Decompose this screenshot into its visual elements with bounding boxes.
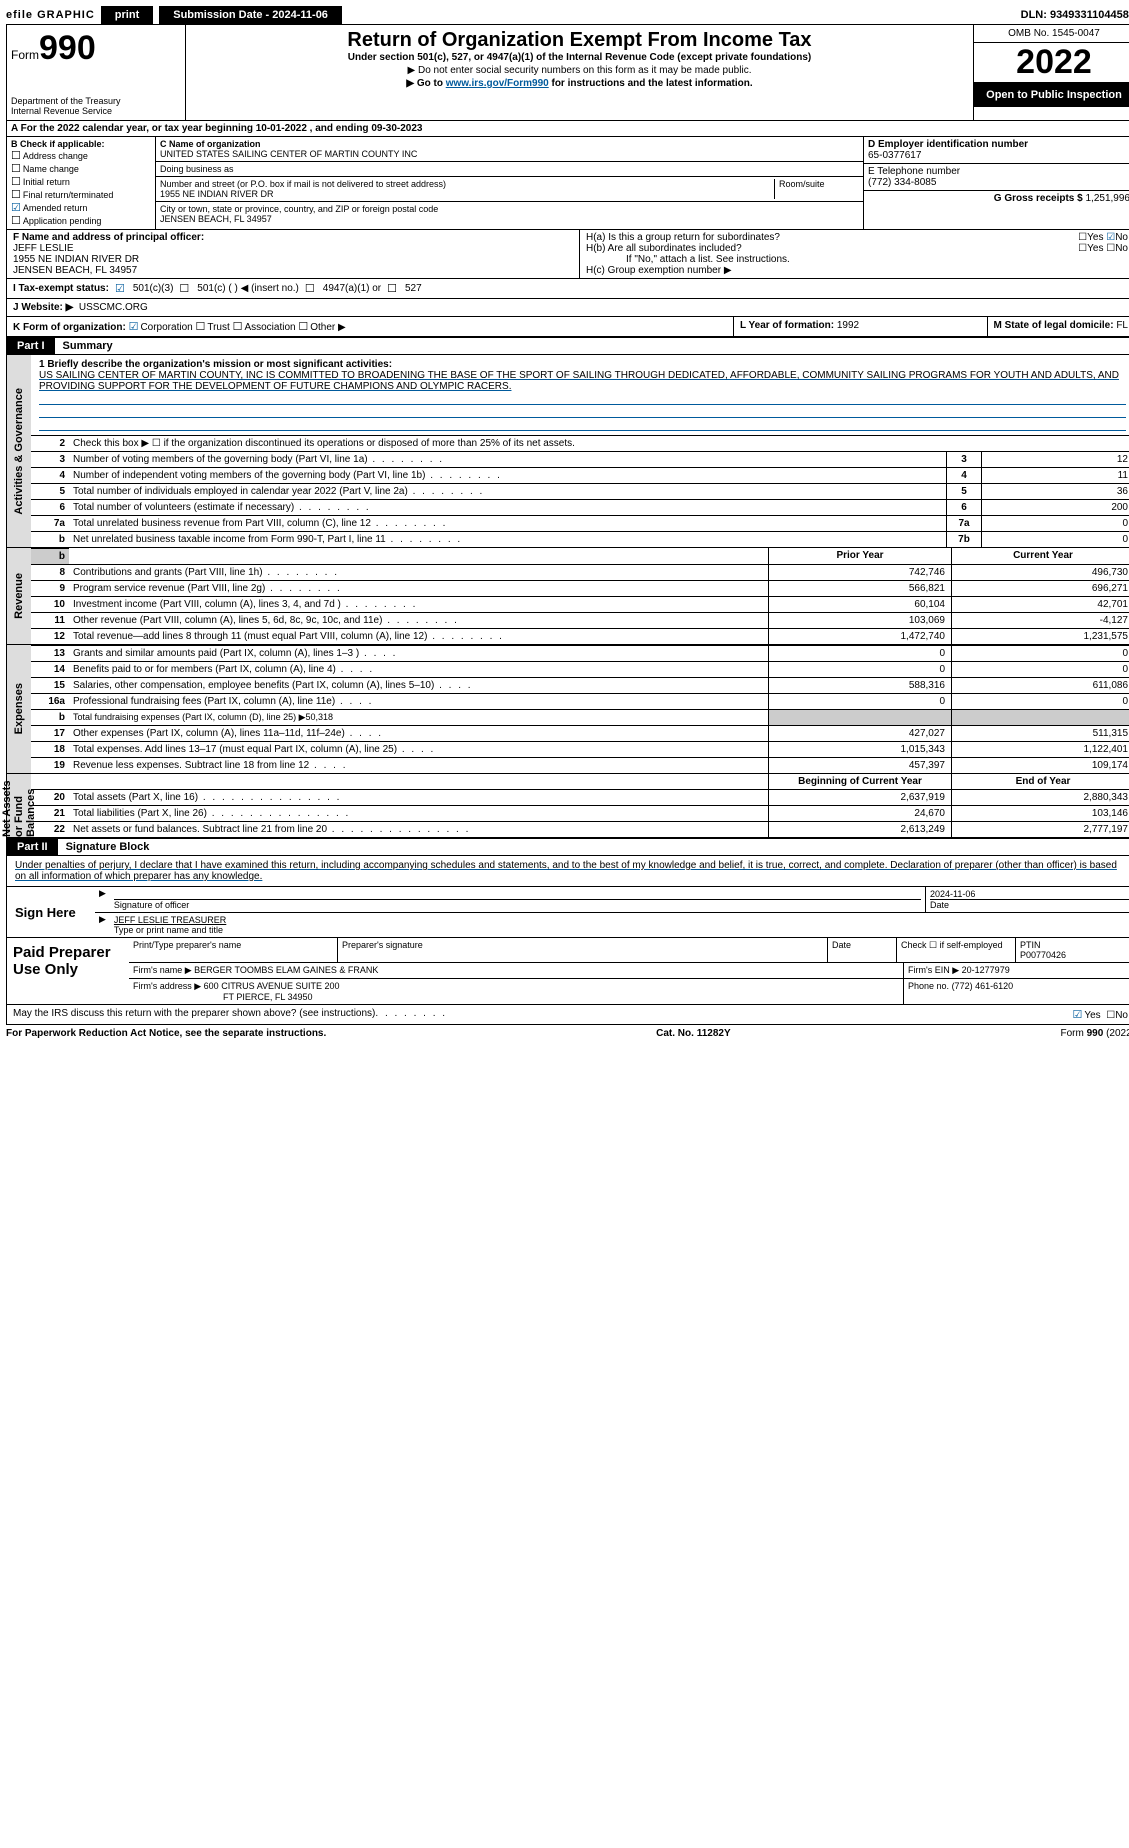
street-addr: 1955 NE INDIAN RIVER DR bbox=[160, 189, 274, 199]
submission-date: Submission Date - 2024-11-06 bbox=[159, 6, 342, 24]
dept-treasury: Department of the Treasury bbox=[11, 96, 181, 106]
state-domicile: FL bbox=[1116, 320, 1128, 331]
part1-header: Part ISummary bbox=[7, 337, 1129, 355]
footer: For Paperwork Reduction Act Notice, see … bbox=[6, 1025, 1129, 1042]
org-name: UNITED STATES SAILING CENTER OF MARTIN C… bbox=[160, 149, 417, 159]
table-row: 20 Total assets (Part X, line 16) 2,637,… bbox=[31, 789, 1129, 805]
section-fh: F Name and address of principal officer:… bbox=[7, 230, 1129, 279]
irs-label: Internal Revenue Service bbox=[11, 106, 181, 116]
open-public: Open to Public Inspection bbox=[974, 83, 1129, 107]
firm-name: BERGER TOOMBS ELAM GAINES & FRANK bbox=[194, 965, 378, 975]
firm-addr2: FT PIERCE, FL 34950 bbox=[133, 992, 313, 1002]
table-row: 19 Revenue less expenses. Subtract line … bbox=[31, 757, 1129, 773]
table-row: 6 Total number of volunteers (estimate i… bbox=[31, 499, 1129, 515]
form-subtitle: Under section 501(c), 527, or 4947(a)(1)… bbox=[194, 52, 965, 63]
table-row: 4 Number of independent voting members o… bbox=[31, 467, 1129, 483]
ssn-note: ▶ Do not enter social security numbers o… bbox=[194, 65, 965, 76]
firm-ein: 20-1277979 bbox=[962, 965, 1010, 975]
expenses-block: Expenses 13 Grants and similar amounts p… bbox=[7, 645, 1129, 774]
city-addr: JENSEN BEACH, FL 34957 bbox=[160, 214, 272, 224]
sign-date: 2024-11-06 bbox=[930, 889, 975, 899]
k-l-m-row: K Form of organization: ☑Corporation ☐Tr… bbox=[7, 317, 1129, 337]
table-row: 9 Program service revenue (Part VIII, li… bbox=[31, 580, 1129, 596]
goto-line: ▶ Go to www.irs.gov/Form990 for instruct… bbox=[194, 78, 965, 89]
table-row: 8 Contributions and grants (Part VIII, l… bbox=[31, 564, 1129, 580]
table-row: 7a Total unrelated business revenue from… bbox=[31, 515, 1129, 531]
year-formation: 1992 bbox=[837, 320, 859, 331]
arrow-icon: ▶ bbox=[95, 913, 110, 937]
tax-exempt-row: I Tax-exempt status: ☑501(c)(3) ☐501(c) … bbox=[7, 279, 1129, 299]
omb-number: OMB No. 1545-0047 bbox=[974, 25, 1129, 43]
arrow-icon: ▶ bbox=[95, 887, 110, 912]
period-line: A For the 2022 calendar year, or tax yea… bbox=[7, 121, 1129, 137]
tab-revenue: Revenue bbox=[13, 573, 25, 619]
form-number: Form990 bbox=[11, 29, 181, 68]
net-assets-block: Net Assets or Fund Balances Beginning of… bbox=[7, 774, 1129, 838]
discuss-yes-checkbox[interactable]: ☑ bbox=[1072, 1009, 1082, 1021]
form-header: Form990 Department of the Treasury Inter… bbox=[7, 25, 1129, 121]
sign-here-block: Sign Here ▶ Signature of officer 2024-11… bbox=[6, 887, 1129, 938]
table-row: 18 Total expenses. Add lines 13–17 (must… bbox=[31, 741, 1129, 757]
governance-block: Activities & Governance 1 Briefly descri… bbox=[7, 355, 1129, 548]
column-deg: D Employer identification number65-03776… bbox=[863, 137, 1129, 229]
paid-preparer-block: Paid Preparer Use Only Print/Type prepar… bbox=[6, 938, 1129, 1005]
print-button[interactable]: print bbox=[101, 6, 153, 24]
irs-link[interactable]: www.irs.gov/Form990 bbox=[446, 78, 549, 89]
table-row: 17 Other expenses (Part IX, column (A), … bbox=[31, 725, 1129, 741]
ein: 65-0377617 bbox=[868, 150, 921, 161]
table-row: b Net unrelated business taxable income … bbox=[31, 531, 1129, 547]
penalty-statement: Under penalties of perjury, I declare th… bbox=[7, 856, 1129, 886]
efile-label: efile GRAPHIC bbox=[6, 9, 95, 21]
firm-phone: (772) 461-6120 bbox=[952, 981, 1014, 991]
ptin: P00770426 bbox=[1020, 950, 1066, 960]
tax-year: 2022 bbox=[974, 43, 1129, 83]
section-bcdeg: B Check if applicable: ☐Address change ☐… bbox=[7, 137, 1129, 230]
discuss-row: May the IRS discuss this return with the… bbox=[6, 1005, 1129, 1025]
tab-governance: Activities & Governance bbox=[13, 388, 25, 515]
table-row: 16a Professional fundraising fees (Part … bbox=[31, 693, 1129, 709]
top-bar: efile GRAPHIC print Submission Date - 20… bbox=[6, 6, 1129, 24]
tab-expenses: Expenses bbox=[13, 683, 25, 734]
table-row: 5 Total number of individuals employed i… bbox=[31, 483, 1129, 499]
table-row: 13 Grants and similar amounts paid (Part… bbox=[31, 645, 1129, 661]
501c3-checkbox[interactable]: ☑ bbox=[115, 282, 125, 295]
revenue-block: Revenue b Prior Year Current Year 8 Cont… bbox=[7, 548, 1129, 645]
officer-name-title: JEFF LESLIE TREASURER bbox=[114, 915, 226, 925]
officer-name: JEFF LESLIE bbox=[13, 243, 74, 254]
form-title: Return of Organization Exempt From Incom… bbox=[194, 29, 965, 52]
table-row: 10 Investment income (Part VIII, column … bbox=[31, 596, 1129, 612]
column-c: C Name of organizationUNITED STATES SAIL… bbox=[156, 137, 863, 229]
firm-addr1: 600 CITRUS AVENUE SUITE 200 bbox=[204, 981, 340, 991]
dln-label: DLN: 93493311044584 bbox=[1021, 9, 1129, 21]
form-container: Form990 Department of the Treasury Inter… bbox=[6, 24, 1129, 887]
column-b: B Check if applicable: ☐Address change ☐… bbox=[7, 137, 156, 229]
table-row: 3 Number of voting members of the govern… bbox=[31, 451, 1129, 467]
gross-receipts: 1,251,996 bbox=[1086, 193, 1129, 204]
part2-header: Part IISignature Block bbox=[7, 838, 1129, 856]
table-row: 22 Net assets or fund balances. Subtract… bbox=[31, 821, 1129, 837]
phone: (772) 334-8085 bbox=[868, 177, 936, 188]
table-row: 11 Other revenue (Part VIII, column (A),… bbox=[31, 612, 1129, 628]
table-row: 14 Benefits paid to or for members (Part… bbox=[31, 661, 1129, 677]
amended-checkbox[interactable]: ☑ bbox=[11, 202, 21, 214]
table-row: 21 Total liabilities (Part X, line 26) 2… bbox=[31, 805, 1129, 821]
website-row: J Website: ▶ USSCMC.ORG bbox=[7, 299, 1129, 317]
table-row: 15 Salaries, other compensation, employe… bbox=[31, 677, 1129, 693]
tab-net-assets: Net Assets or Fund Balances bbox=[1, 774, 37, 837]
table-row: 12 Total revenue—add lines 8 through 11 … bbox=[31, 628, 1129, 644]
website: USSCMC.ORG bbox=[79, 302, 148, 313]
mission-text: US SAILING CENTER OF MARTIN COUNTY, INC … bbox=[39, 370, 1119, 392]
